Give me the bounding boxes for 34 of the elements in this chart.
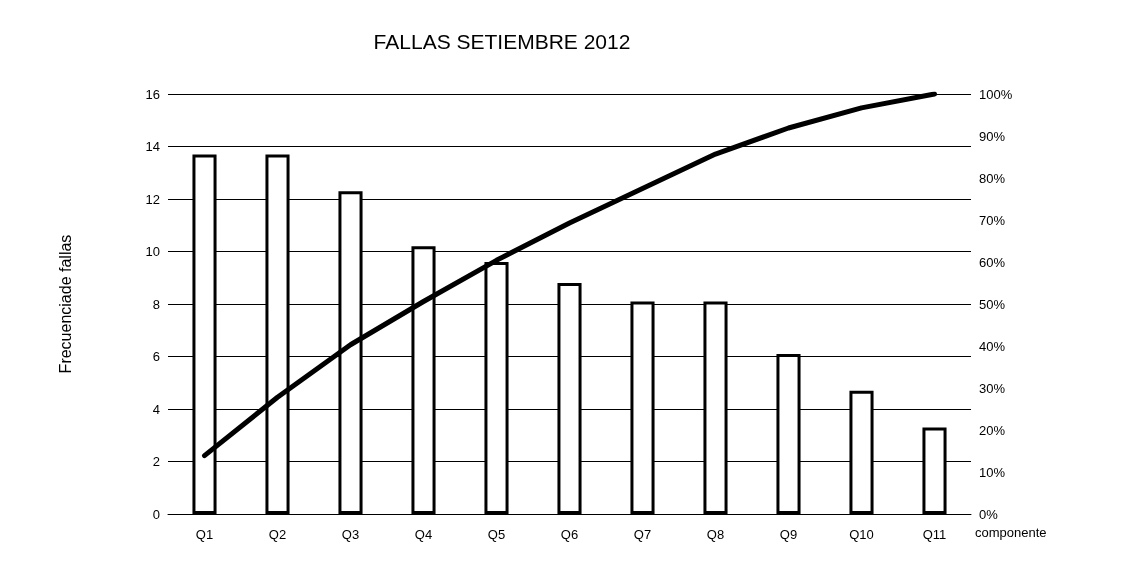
- x-tick-label: Q7: [633, 527, 652, 542]
- x-tick-label: Q2: [268, 527, 287, 542]
- x-axis-title: componente: [975, 525, 1047, 540]
- y2-tick-label: 80%: [979, 170, 1006, 186]
- y-tick-label: 4: [152, 401, 160, 417]
- x-tick-label: Q5: [487, 527, 506, 542]
- y-tick-label: 16: [145, 86, 160, 102]
- y2-tick-label: 90%: [979, 128, 1006, 144]
- y2-tick-label: 40%: [979, 338, 1006, 354]
- y-tick-label: 8: [152, 296, 160, 312]
- y2-tick-label: 20%: [979, 422, 1006, 438]
- y-tick-label: 14: [145, 139, 160, 154]
- y-tick-label: 10: [145, 244, 160, 259]
- y2-tick-label: 50%: [979, 296, 1006, 312]
- y2-tick-label: 60%: [979, 254, 1006, 270]
- x-tick-label: Q3: [341, 527, 360, 542]
- y-tick-label: 0: [152, 506, 160, 522]
- y-tick-label: 2: [152, 454, 160, 469]
- x-tick-label: Q11: [922, 527, 947, 542]
- x-tick-label: Q10: [849, 527, 874, 542]
- chart-title: FALLAS SETIEMBRE 2012: [373, 30, 631, 53]
- y2-tick-label: 10%: [979, 464, 1006, 480]
- y-tick-label: 6: [152, 349, 160, 364]
- y-tick-label: 12: [145, 191, 160, 207]
- x-tick-label: Q6: [560, 527, 579, 542]
- y2-tick-label: 30%: [979, 380, 1006, 396]
- x-tick-label: Q8: [706, 527, 725, 542]
- x-tick-label: Q1: [195, 527, 214, 542]
- x-tick-label: Q4: [414, 527, 433, 542]
- y2-tick-label: 70%: [979, 212, 1006, 228]
- x-tick-label: Q9: [779, 527, 798, 542]
- y2-tick-label: 0%: [979, 506, 999, 522]
- y2-tick-label: 100%: [979, 86, 1013, 102]
- y-axis-title: Frecuenciade fallas: [56, 234, 74, 374]
